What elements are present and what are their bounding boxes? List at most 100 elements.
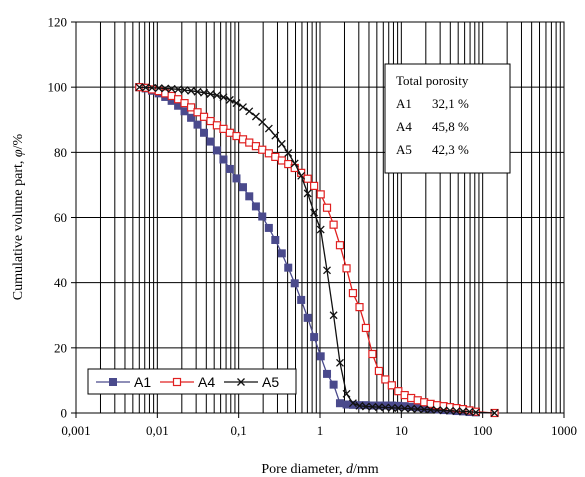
data-point-a1 bbox=[316, 352, 325, 361]
x-tick-label: 0,01 bbox=[146, 423, 169, 438]
porosity-a1-value: 32,1 % bbox=[432, 96, 469, 111]
data-point-a4 bbox=[322, 203, 332, 212]
data-point-a1 bbox=[225, 164, 234, 173]
legend-marker-a5 bbox=[237, 378, 245, 386]
x-axis-title: Pore diameter, d/mm bbox=[261, 462, 378, 477]
data-point-a5 bbox=[277, 139, 286, 148]
data-point-a5 bbox=[459, 407, 467, 416]
data-point-a5 bbox=[187, 86, 196, 95]
data-point-a1 bbox=[258, 212, 267, 221]
data-point-a5 bbox=[426, 405, 435, 414]
data-point-a4 bbox=[186, 103, 196, 112]
data-point-a4 bbox=[407, 393, 416, 403]
porosity-box: Total porosity A1 32,1 % A4 45,8 % A5 42… bbox=[384, 63, 511, 174]
data-point-a5 bbox=[329, 311, 338, 320]
data-point-a5 bbox=[303, 189, 312, 198]
data-point-a1 bbox=[335, 399, 344, 408]
legend-marks bbox=[96, 377, 258, 387]
data-point-a1 bbox=[303, 313, 312, 322]
data-point-a5 bbox=[297, 171, 306, 180]
data-point-a5 bbox=[271, 131, 280, 140]
data-point-a1 bbox=[323, 369, 332, 378]
data-point-a5 bbox=[342, 389, 351, 398]
data-point-a1 bbox=[284, 263, 293, 272]
data-point-a5 bbox=[135, 83, 144, 92]
x-tick-label: 0,1 bbox=[231, 423, 247, 438]
data-point-a1 bbox=[187, 113, 196, 122]
data-point-a5 bbox=[407, 404, 416, 413]
x-tick-label: 100 bbox=[473, 423, 493, 438]
data-point-a5 bbox=[471, 408, 480, 417]
data-point-a5 bbox=[323, 266, 331, 275]
data-point-a1 bbox=[193, 120, 202, 129]
data-point-a4 bbox=[258, 145, 267, 154]
data-point-a1 bbox=[245, 192, 254, 201]
data-point-a1 bbox=[271, 235, 280, 244]
data-point-a1 bbox=[251, 202, 260, 211]
data-point-a1 bbox=[206, 137, 215, 146]
data-point-a5 bbox=[420, 405, 429, 414]
legend-label-a5: A5 bbox=[262, 374, 279, 390]
legend: A1 A4 A5 bbox=[87, 368, 297, 395]
data-point-a1 bbox=[310, 333, 319, 342]
data-point-a4 bbox=[225, 128, 234, 137]
data-point-a5 bbox=[361, 402, 370, 411]
data-point-a1 bbox=[297, 295, 306, 304]
data-point-a5 bbox=[239, 103, 247, 112]
data-point-a1 bbox=[219, 155, 228, 164]
data-point-a5 bbox=[174, 85, 183, 94]
data-point-a5 bbox=[167, 84, 176, 93]
data-point-a5 bbox=[387, 403, 396, 412]
porosity-title: Total porosity bbox=[396, 73, 469, 88]
data-point-a4 bbox=[355, 303, 364, 312]
data-point-a5 bbox=[290, 159, 299, 168]
data-point-a5 bbox=[225, 95, 234, 104]
data-point-a1 bbox=[290, 279, 299, 288]
porosity-a4-value: 45,8 % bbox=[432, 119, 469, 134]
data-point-a5 bbox=[348, 399, 357, 408]
data-point-a5 bbox=[465, 407, 474, 416]
y-tick-label: 40 bbox=[54, 275, 67, 290]
data-point-a5 bbox=[212, 91, 221, 100]
data-point-a4 bbox=[374, 366, 384, 376]
data-point-a5 bbox=[154, 84, 163, 93]
data-point-a5 bbox=[381, 403, 390, 412]
data-point-a5 bbox=[264, 124, 273, 133]
data-point-a4 bbox=[206, 116, 215, 126]
legend-label-a1: A1 bbox=[134, 374, 151, 390]
y-tick-label: 60 bbox=[54, 210, 67, 225]
porosity-a5-sample: A5 bbox=[396, 142, 412, 157]
data-point-a5 bbox=[180, 86, 189, 95]
data-point-a4 bbox=[245, 138, 254, 147]
data-point-a5 bbox=[258, 118, 267, 126]
data-point-a5 bbox=[368, 402, 377, 411]
data-point-a5 bbox=[200, 88, 208, 97]
data-point-a5 bbox=[148, 83, 156, 92]
data-point-a4 bbox=[303, 174, 312, 183]
series-layer bbox=[135, 83, 499, 418]
data-point-a5 bbox=[141, 83, 150, 92]
data-point-a5 bbox=[232, 99, 241, 108]
data-point-a4 bbox=[361, 323, 371, 333]
data-point-a5 bbox=[161, 84, 170, 93]
data-point-a5 bbox=[394, 404, 403, 413]
data-point-a4 bbox=[368, 349, 377, 359]
x-axis-title-unit: /mm bbox=[353, 462, 379, 477]
y-tick-label: 20 bbox=[54, 340, 67, 355]
y-tick-label: 120 bbox=[48, 15, 68, 30]
series-a5 bbox=[135, 83, 499, 417]
data-point-a4 bbox=[381, 375, 390, 384]
data-point-a5 bbox=[355, 401, 364, 410]
data-point-a5 bbox=[219, 93, 228, 102]
data-point-a5 bbox=[284, 149, 293, 157]
data-point-a1 bbox=[368, 401, 377, 410]
data-point-a4 bbox=[387, 381, 396, 390]
data-point-a1 bbox=[200, 128, 209, 137]
data-point-a5 bbox=[400, 404, 409, 413]
data-point-a4 bbox=[199, 112, 209, 121]
data-point-a5 bbox=[251, 112, 260, 121]
data-point-a4 bbox=[310, 181, 319, 190]
porosity-box-frame bbox=[384, 63, 511, 174]
data-point-a5 bbox=[374, 403, 383, 412]
